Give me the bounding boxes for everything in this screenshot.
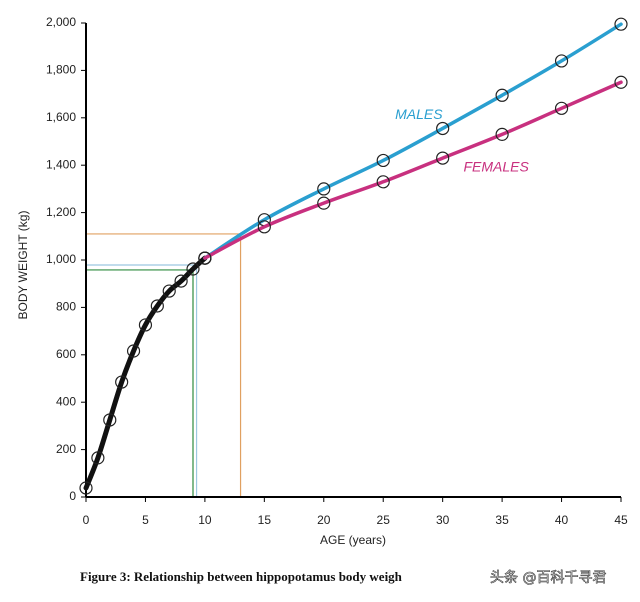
- y-tick-label: 1,600: [46, 110, 76, 124]
- data-point: [103, 413, 117, 427]
- data-point: [376, 175, 390, 189]
- data-point: [150, 299, 164, 313]
- data-point: [614, 17, 628, 31]
- y-tick-label: 1,200: [46, 205, 76, 219]
- data-point: [91, 451, 105, 465]
- data-point: [126, 344, 141, 358]
- watermark: 头条 @百科千寻君: [490, 569, 606, 586]
- y-tick-label: 1,000: [46, 252, 76, 266]
- x-tick-label: 15: [258, 513, 272, 527]
- data-point: [115, 375, 129, 389]
- x-tick-label: 5: [142, 513, 149, 527]
- series-label: FEMALES: [463, 158, 529, 174]
- x-tick-label: 35: [495, 513, 509, 527]
- y-tick-label: 1,800: [46, 63, 76, 77]
- data-point: [436, 151, 450, 165]
- caption: Figure 3: Relationship between hippopota…: [80, 569, 403, 584]
- data-point: [198, 251, 212, 265]
- data-point: [554, 101, 569, 115]
- y-tick-label: 600: [56, 347, 76, 361]
- data-point: [186, 262, 200, 276]
- data-point: [317, 182, 331, 196]
- series-line: [203, 80, 623, 260]
- x-tick-label: 10: [198, 513, 212, 527]
- x-tick-label: 25: [377, 513, 391, 527]
- y-tick-label: 800: [56, 300, 76, 314]
- y-tick-label: 2,000: [46, 15, 76, 29]
- x-tick-label: 45: [614, 513, 628, 527]
- data-point: [317, 196, 331, 210]
- x-tick-label: 20: [317, 513, 331, 527]
- x-tick-label: 40: [555, 513, 569, 527]
- y-tick-label: 400: [56, 394, 76, 408]
- x-tick-label: 30: [436, 513, 450, 527]
- data-point: [614, 75, 628, 89]
- y-tick-label: 0: [69, 489, 76, 503]
- x-axis-label: AGE (years): [320, 533, 386, 547]
- series-line: [83, 255, 208, 491]
- y-tick-label: 200: [56, 442, 76, 456]
- data-point: [162, 284, 176, 298]
- data-point: [376, 153, 390, 168]
- data-point: [554, 54, 569, 68]
- data-point: [436, 121, 450, 136]
- data-point: [138, 318, 153, 332]
- data-point: [257, 220, 271, 234]
- y-axis-label: BODY WEIGHT (kg): [16, 211, 30, 320]
- series-label: MALES: [395, 106, 443, 122]
- data-point: [495, 88, 509, 102]
- x-tick-label: 0: [83, 513, 90, 527]
- y-tick-label: 1,400: [46, 157, 76, 171]
- data-point: [79, 481, 93, 495]
- data-point: [174, 274, 188, 288]
- data-point: [495, 127, 509, 141]
- series-line: [203, 22, 623, 260]
